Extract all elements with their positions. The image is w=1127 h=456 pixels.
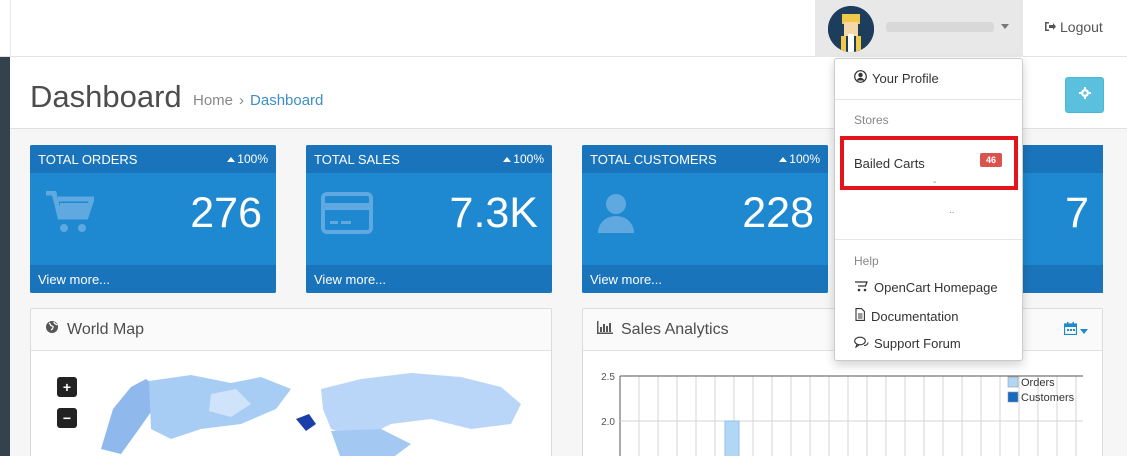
menu-item-documentation[interactable]: Documentation [854, 308, 958, 324]
page-title: Dashboard [30, 79, 182, 114]
menu-header-help: Help [854, 254, 879, 268]
shopping-cart-icon [44, 190, 96, 240]
chart-bar [724, 420, 740, 456]
panel-title: Sales Analytics [621, 320, 729, 338]
caret-up-icon [503, 156, 512, 162]
menu-header-stores: Stores [854, 113, 889, 127]
sign-out-icon [1044, 19, 1056, 35]
opencart-icon [854, 280, 869, 295]
tile-percent: 100% [227, 152, 268, 166]
sidebar-collapsed [0, 57, 10, 456]
breadcrumb-home[interactable]: Home [193, 92, 234, 109]
tile-view-more[interactable]: View more... [582, 265, 828, 293]
header-edge [10, 0, 11, 57]
menu-item-label: Your Profile [872, 70, 939, 86]
tile-people-online: 7 [1020, 145, 1103, 293]
tile-percent-value: 100% [237, 152, 268, 166]
logout-link[interactable]: Logout [1044, 19, 1103, 35]
user-avatar [828, 6, 874, 52]
calendar-icon [1063, 322, 1078, 340]
sales-chart: 2.5 2.0 Orders Customers [601, 372, 1083, 456]
menu-divider [835, 99, 1022, 100]
world-map-panel: World Map + − [30, 308, 552, 456]
caret-down-icon [1001, 24, 1009, 29]
user-circle-icon [854, 70, 867, 86]
menu-item-bailed-carts[interactable]: Bailed Carts [854, 156, 925, 171]
user-menu-toggle[interactable] [815, 0, 1023, 57]
tile-title: TOTAL ORDERS [38, 151, 138, 167]
tile-value: 7 [1065, 189, 1089, 237]
tile-footer[interactable] [1020, 265, 1103, 293]
chart-y-tick-label: 2.0 [601, 417, 615, 428]
document-icon [854, 308, 866, 324]
tile-header: TOTAL ORDERS 100% [30, 145, 276, 173]
user-dropdown-menu: Your Profile Stores Bailed Carts 46 - ..… [834, 58, 1023, 361]
breadcrumb-dashboard[interactable]: Dashboard [250, 92, 324, 109]
menu-item-opencart-homepage[interactable]: OpenCart Homepage [854, 280, 998, 295]
menu-separator-dot: - [933, 177, 937, 188]
tile-percent-value: 100% [789, 152, 820, 166]
caret-up-icon [779, 156, 788, 162]
tile-header: TOTAL CUSTOMERS 100% [582, 145, 828, 173]
menu-divider [835, 239, 1022, 240]
legend-label: Orders [1021, 377, 1055, 389]
chart-bars [724, 420, 740, 456]
zoom-out-button[interactable]: − [57, 408, 77, 428]
breadcrumb-separator: › [239, 92, 245, 109]
caret-down-icon [1080, 328, 1088, 334]
legend-label: Customers [1021, 392, 1075, 404]
tile-header [1020, 145, 1103, 173]
user-icon [596, 191, 636, 240]
chart-legend: Orders Customers [1007, 376, 1075, 404]
breadcrumb: Home › Dashboard [193, 92, 323, 109]
tile-view-more[interactable]: View more... [306, 265, 552, 293]
bailed-carts-badge: 46 [980, 153, 1002, 167]
tile-total-sales: TOTAL SALES 100% 7.3K View more... [306, 145, 552, 293]
globe-icon [45, 320, 59, 339]
bar-chart-icon [597, 320, 613, 339]
menu-item-label: OpenCart Homepage [874, 280, 998, 295]
menu-item-label: Documentation [871, 308, 959, 324]
menu-separator-dot: .. [949, 205, 955, 216]
legend-swatch [1007, 391, 1019, 403]
caret-up-icon [227, 156, 236, 162]
tile-total-customers: TOTAL CUSTOMERS 100% 228 View more... [582, 145, 828, 293]
logout-label: Logout [1060, 19, 1103, 35]
gear-icon [1078, 86, 1091, 104]
chart-y-ticks: 2.5 2.0 [601, 372, 615, 428]
tile-title: TOTAL SALES [314, 151, 400, 167]
world-map[interactable] [91, 369, 531, 456]
user-name-redacted [886, 22, 994, 32]
tile-total-orders: TOTAL ORDERS 100% 276 View more... [30, 145, 276, 293]
tile-title: TOTAL CUSTOMERS [590, 151, 717, 167]
menu-item-label: Support Forum [874, 336, 961, 351]
chart-grid [619, 375, 1083, 456]
tile-value: 228 [742, 189, 814, 237]
highlight-annotation-box [840, 136, 1018, 190]
credit-card-icon [320, 191, 374, 240]
legend-swatch [1007, 376, 1019, 388]
menu-item-support-forum[interactable]: Support Forum [854, 336, 961, 351]
tile-value: 7.3K [449, 189, 538, 237]
tile-percent: 100% [503, 152, 544, 166]
tile-value: 276 [190, 189, 262, 237]
menu-item-label: Bailed Carts [854, 156, 925, 171]
panel-header: World Map [31, 309, 551, 351]
tile-header: TOTAL SALES 100% [306, 145, 552, 173]
tile-percent-value: 100% [513, 152, 544, 166]
chart-y-tick-label: 2.5 [601, 372, 615, 383]
panel-title: World Map [67, 320, 145, 338]
tile-view-more[interactable]: View more... [30, 265, 276, 293]
comments-icon [854, 336, 869, 351]
settings-button[interactable] [1065, 77, 1104, 113]
menu-item-your-profile[interactable]: Your Profile [854, 70, 939, 86]
date-range-toggle[interactable] [1063, 322, 1088, 340]
zoom-in-button[interactable]: + [57, 377, 77, 397]
tile-percent: 100% [779, 152, 820, 166]
